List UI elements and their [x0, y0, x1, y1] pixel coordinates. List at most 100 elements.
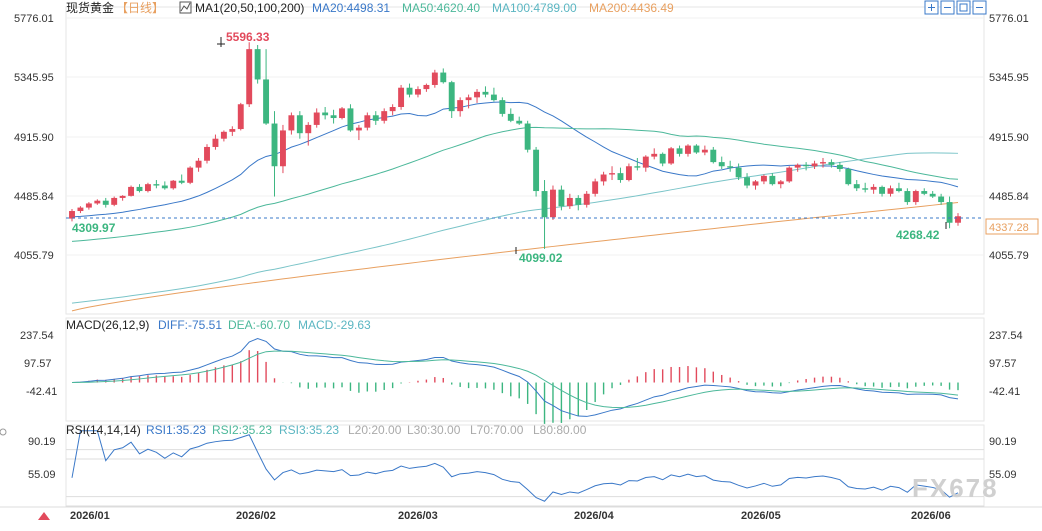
candle-body: [583, 193, 590, 205]
candle-body: [69, 211, 75, 219]
zoom-out-icon[interactable]: [940, 0, 955, 15]
rsi-indicator: [66, 430, 984, 507]
x-tick-label: 2026/03: [398, 510, 438, 522]
watermark: FX678: [912, 473, 999, 503]
rsi-l20: L20:20.00: [348, 423, 402, 437]
candle-body: [550, 189, 556, 218]
candle-body: [727, 166, 734, 168]
x-tick-label: 2026/05: [741, 510, 781, 522]
price-tick-left: 4055.79: [14, 250, 54, 262]
macd-diff-line: [71, 337, 959, 417]
macd-title[interactable]: MACD(26,12,9): [66, 318, 149, 332]
current-price-box: [985, 218, 1039, 235]
candle-body: [879, 186, 886, 194]
candle-body: [85, 203, 92, 208]
candle-body: [490, 94, 497, 101]
candle-body: [625, 166, 632, 181]
rsi-tick-left: 90.19: [28, 436, 56, 448]
period-label[interactable]: 【日线】: [116, 1, 164, 15]
candle-body: [803, 164, 810, 167]
crosshair-icon[interactable]: [0, 428, 7, 436]
macd-tick-left: 97.57: [24, 358, 52, 370]
macd-tick-right: 237.54: [989, 330, 1023, 342]
moving-average-lines: [71, 101, 959, 312]
ma-settings-label[interactable]: MA1(20,50,100,200): [195, 1, 304, 15]
rsi-panel-frame: [65, 424, 985, 508]
rsi-title[interactable]: RSI(14,14,14): [66, 423, 141, 437]
macd-tick-right: 97.57: [989, 358, 1017, 370]
candle-body: [710, 149, 717, 163]
candle-body: [566, 197, 573, 207]
candle-body: [659, 153, 666, 164]
candle-body: [313, 112, 320, 125]
minus-icon[interactable]: [972, 0, 987, 15]
candle-body: [111, 197, 118, 205]
candle-body: [279, 130, 286, 167]
candle-body: [144, 184, 151, 192]
price-tick-left: 5776.01: [14, 13, 54, 25]
current-price-label: 4337.28: [989, 222, 1029, 234]
x-tick-label: 2026/06: [911, 510, 951, 522]
ma20-line: [71, 101, 959, 218]
x-tick-label: 2026/01: [70, 510, 110, 522]
candle-body: [195, 160, 202, 168]
candle-body: [474, 91, 480, 98]
ma100-line: [71, 152, 959, 304]
candle-body: [94, 200, 101, 204]
candle-body: [330, 115, 337, 119]
candle-body: [381, 111, 388, 121]
candle-body: [516, 120, 523, 124]
macd-tick-left: 237.54: [20, 330, 54, 342]
candle-body: [457, 100, 464, 112]
rsi1-value: RSI1:35.23: [146, 423, 206, 437]
price-tick-right: 5776.01: [989, 13, 1029, 25]
zoom-in-icon[interactable]: [924, 0, 939, 15]
candle-body: [946, 202, 953, 223]
macd-dea: DEA:-60.70: [228, 318, 290, 332]
candle-body: [912, 191, 919, 203]
candle-body: [921, 191, 928, 194]
candle-body: [499, 100, 506, 114]
candle-body: [305, 124, 312, 134]
candle-body: [431, 72, 438, 85]
candle-body: [153, 184, 160, 186]
macd-indicator: [71, 337, 959, 424]
candle-body: [296, 115, 303, 134]
start-price-label: 4309.97: [72, 221, 116, 235]
price-tick-right: 4485.84: [989, 191, 1029, 203]
price-tick-left: 5345.95: [14, 72, 54, 84]
macd-dea-line: [71, 350, 959, 409]
candle-body: [541, 191, 548, 218]
macd-panel-frame: [65, 317, 985, 422]
candle-body: [288, 115, 295, 131]
rsi-tick-right: 90.19: [989, 436, 1017, 448]
x-tick-label: 2026/04: [574, 510, 615, 522]
candle-body: [701, 149, 708, 153]
candle-body: [161, 185, 168, 189]
rsi-line: [71, 430, 959, 502]
symbol-title: 现货黄金: [66, 0, 114, 15]
rsi2-value: RSI2:35.23: [212, 423, 272, 437]
price-tick-right: 4055.79: [989, 250, 1029, 262]
candle-body: [322, 112, 329, 116]
candle-body: [786, 167, 793, 182]
fit-icon[interactable]: [956, 0, 971, 15]
candle-body: [828, 162, 835, 165]
ma50-line: [71, 126, 959, 242]
chart-type-icon[interactable]: [179, 1, 192, 14]
candle-body: [642, 156, 649, 168]
candle-body: [423, 84, 430, 90]
high-price-label: 5596.33: [226, 30, 270, 44]
scroll-left-icon[interactable]: [38, 512, 50, 520]
candle-body: [836, 164, 843, 170]
candle-body: [507, 113, 514, 121]
candle-body: [237, 104, 244, 130]
candle-body: [170, 180, 177, 189]
candle-body: [887, 188, 894, 194]
candle-body: [372, 115, 379, 121]
candle-body: [938, 196, 945, 203]
candle-body: [347, 108, 354, 131]
candle-body: [575, 197, 582, 205]
candle-body: [870, 186, 877, 190]
